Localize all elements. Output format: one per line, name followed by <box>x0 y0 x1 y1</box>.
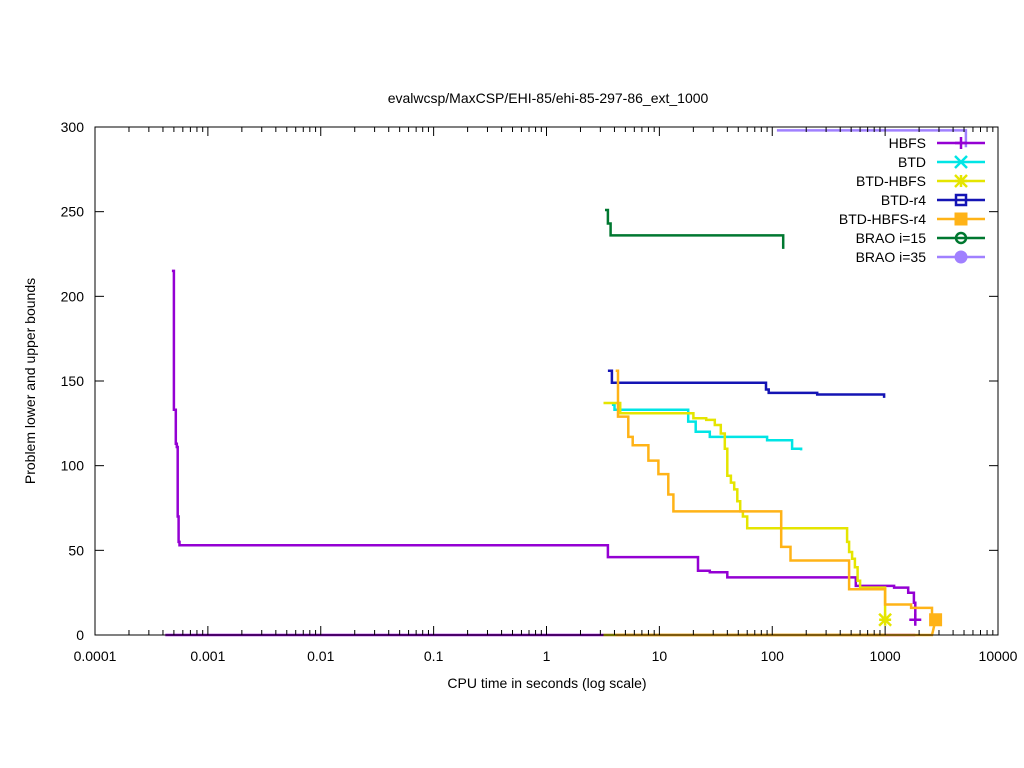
legend-label: BTD-HBFS-r4 <box>839 211 926 227</box>
legend-marker <box>954 193 968 207</box>
axes-layer: 0.0001 0.001 0.01 0.1 1 10 100 1000 10000 0 50 100 1… <box>61 119 1018 664</box>
marker-shape <box>954 250 968 264</box>
series-btd-upper-line <box>611 403 803 451</box>
x-tick-label: 0.1 <box>424 648 444 664</box>
legend-label: BRAO i=35 <box>856 249 927 265</box>
series-hbfs-marker <box>909 613 922 626</box>
series-btd-r4-upper-line <box>607 369 886 398</box>
y-axis-label: Problem lower and upper bounds <box>22 278 38 484</box>
y-tick-label: 150 <box>61 373 85 389</box>
y-tick-label: 100 <box>61 458 85 474</box>
legend-marker <box>955 137 967 149</box>
x-tick-label: 0.01 <box>307 648 334 664</box>
plot-border <box>94 126 999 636</box>
legend-label: BTD-HBFS <box>856 173 926 189</box>
legend-item-btd-hbfs-r4: BTD-HBFS-r4 <box>839 211 985 227</box>
legend-item-btd-r4: BTD-r4 <box>881 192 985 208</box>
legend-marker <box>954 212 968 226</box>
marker-stroke <box>954 155 968 169</box>
marker-stroke <box>878 612 893 627</box>
series-hbfs-upper-line <box>171 269 917 620</box>
marker-stroke <box>954 174 968 188</box>
legend-label: BTD <box>898 154 926 170</box>
x-tick-label: 1000 <box>870 648 901 664</box>
marker-shape <box>954 231 968 245</box>
marker-shape <box>929 613 943 627</box>
x-axis-label: CPU time in seconds (log scale) <box>447 675 646 691</box>
legend-marker <box>954 174 968 188</box>
legend-marker <box>954 250 968 264</box>
y-tick-label: 300 <box>61 119 85 135</box>
legend-marker <box>954 231 968 245</box>
series-brao-i-15-upper-line <box>605 208 785 249</box>
legend: HBFS BTD BTD-HBFS BTD-r4 BTD-HBFS-r4 BRAO i=1… <box>839 135 985 265</box>
series-btd-hbfs-r4-marker <box>929 613 943 627</box>
y-tick-label: 50 <box>68 542 84 558</box>
marker-shape <box>954 193 968 207</box>
x-tick-label: 10 <box>652 648 668 664</box>
x-tick-label: 1 <box>543 648 551 664</box>
legend-item-btd-hbfs: BTD-HBFS <box>856 173 985 189</box>
legend-label: HBFS <box>889 135 926 151</box>
series-btd-hbfs-upper-line <box>603 401 887 620</box>
legend-label: BRAO i=15 <box>856 230 927 246</box>
y-tick-label: 250 <box>61 204 85 220</box>
marker-shape <box>954 212 968 226</box>
y-tick-label: 0 <box>76 627 84 643</box>
x-tick-label: 100 <box>761 648 785 664</box>
legend-item-hbfs: HBFS <box>889 135 985 151</box>
legend-marker <box>954 155 968 169</box>
x-tick-label: 0.001 <box>190 648 225 664</box>
chart-title: evalwcsp/MaxCSP/EHI-85/ehi-85-297-86_ext… <box>388 90 709 106</box>
x-tick-label: 10000 <box>979 648 1018 664</box>
legend-label: BTD-r4 <box>881 192 926 208</box>
series-btd-hbfs-r4-upper-line <box>615 369 934 620</box>
series-btd-hbfs-marker <box>878 612 893 627</box>
legend-item-brao-i-15: BRAO i=15 <box>856 230 985 246</box>
y-tick-label: 200 <box>61 288 85 304</box>
legend-item-btd: BTD <box>898 154 985 170</box>
x-tick-label: 0.0001 <box>74 648 117 664</box>
legend-item-brao-i-35: BRAO i=35 <box>856 249 985 265</box>
